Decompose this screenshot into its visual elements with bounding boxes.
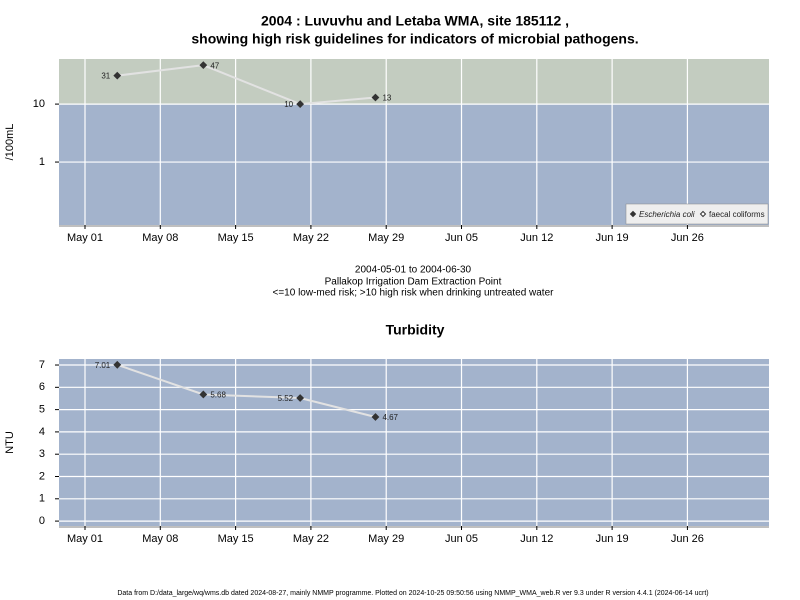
y-axis-label: NTU [4,431,16,454]
x-tick-label: Jun 26 [671,533,704,545]
x-tick-label: May 29 [368,533,404,545]
data-label: 13 [382,94,391,103]
data-point [199,61,208,70]
x-tick-label: Jun 19 [596,232,629,244]
data-point [199,390,208,399]
chart-title: showing high risk guidelines for indicat… [191,31,638,47]
data-label: 10 [284,100,293,109]
chart-title: 2004 : Luvuvhu and Letaba WMA, site 1851… [261,13,569,29]
x-tick-label: May 29 [368,232,404,244]
series-line [116,363,376,418]
data-point [113,360,122,369]
data-label: 7.01 [95,361,111,370]
plot-background [59,359,769,526]
data-label: 4.67 [382,413,398,422]
x-tick-label: Jun 12 [520,533,553,545]
data-label: 31 [101,72,110,81]
note: 2004-05-01 to 2004-06-30 [355,265,472,276]
data-point [371,413,380,421]
y-tick-label: 5 [39,404,45,416]
series-line [117,64,376,106]
y-tick-label: 10 [33,98,45,110]
y-axis-label: /100mL [4,124,16,161]
x-tick-label: May 22 [293,232,329,244]
x-tick-label: May 08 [142,533,178,545]
y-tick-label: 1 [39,156,45,168]
x-tick-label: Jun 26 [671,232,704,244]
chart-title: Turbidity [386,322,445,338]
note: <=10 low-med risk; >10 high risk when dr… [273,288,555,299]
y-tick-label: 7 [39,359,45,371]
legend-label: faecal coliforms [709,210,765,219]
legend-marker [699,210,707,218]
y-tick-label: 1 [39,493,45,505]
legend-label: Escherichia coli [639,210,695,219]
x-tick-label: May 22 [293,533,329,545]
legend-marker [629,210,637,218]
y-tick-label: 6 [39,381,45,393]
legend: Escherichia coli faecal coliforms [625,203,769,225]
x-tick-label: Jun 12 [520,232,553,244]
x-tick-label: Jun 05 [445,232,478,244]
x-tick-label: May 08 [142,232,178,244]
legend-box [625,203,769,225]
y-tick-label: 3 [39,448,45,460]
x-tick-label: May 01 [67,533,103,545]
high-risk-band [59,59,769,105]
footer: Data from D:/data_large/wq/wms.db dated … [117,590,708,597]
data-label: 5.68 [210,391,226,400]
y-tick-label: 2 [39,470,45,482]
data-label: 47 [210,61,219,70]
x-tick-label: Jun 05 [445,533,478,545]
data-label: 5.52 [278,394,294,403]
y-tick-label: 4 [39,426,45,438]
data-point [371,93,380,102]
data-point [296,100,305,109]
y-tick-label: 0 [39,515,45,527]
data-point [113,71,122,80]
x-tick-label: May 01 [67,232,103,244]
x-tick-label: May 15 [218,232,254,244]
x-tick-label: May 15 [218,533,254,545]
data-point [296,394,305,402]
x-tick-label: Jun 19 [596,533,629,545]
note: Pallakop Irrigation Dam Extraction Point [325,277,502,288]
